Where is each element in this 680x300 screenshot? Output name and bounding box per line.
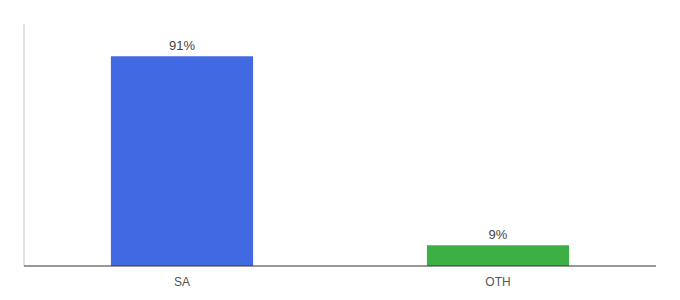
data-label: 91%	[169, 38, 195, 53]
bar	[111, 56, 253, 266]
x-axis-line	[24, 266, 656, 267]
x-tick-label: SA	[174, 275, 190, 289]
chart-container: 91% 9% SA OTH	[0, 0, 680, 300]
bar	[427, 245, 569, 266]
bars	[111, 56, 569, 266]
chart: 91% 9% SA OTH	[0, 0, 680, 300]
data-label: 9%	[489, 227, 508, 242]
x-tick-label: OTH	[485, 275, 510, 289]
y-axis-line	[24, 24, 25, 266]
